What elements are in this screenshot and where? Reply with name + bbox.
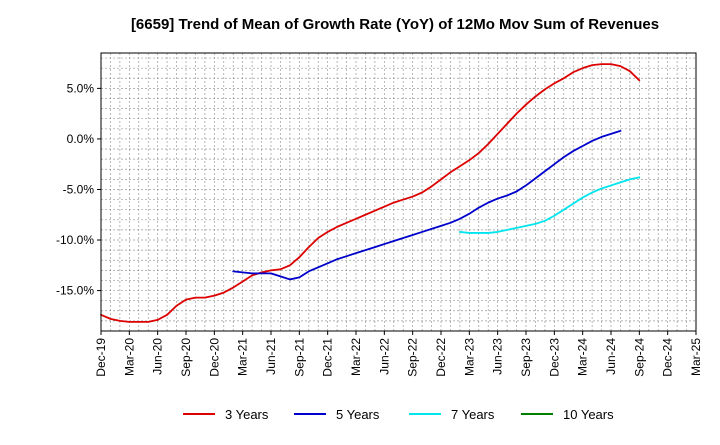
y-tick-label: 5.0% bbox=[67, 81, 95, 95]
x-tick-label: Sep-23 bbox=[519, 338, 533, 377]
x-tick-label: Mar-20 bbox=[122, 338, 136, 376]
y-tick-label: -10.0% bbox=[56, 233, 94, 247]
x-tick-label: Jun-23 bbox=[491, 338, 505, 375]
x-tick-label: Dec-20 bbox=[207, 338, 221, 377]
series-lines bbox=[100, 63, 641, 323]
x-tick-label: Mar-23 bbox=[462, 338, 476, 376]
y-axis-ticks: 5.0% 0.0% -5.0% -10.0% -15.0% bbox=[56, 81, 101, 298]
legend: 3 Years 5 Years 7 Years 10 Years bbox=[183, 407, 614, 422]
x-tick-label: Sep-21 bbox=[292, 338, 306, 377]
x-tick-label: Dec-23 bbox=[547, 338, 561, 377]
plot-area bbox=[101, 53, 696, 331]
x-tick-label: Sep-22 bbox=[406, 338, 420, 377]
x-tick-label: Jun-22 bbox=[377, 338, 391, 375]
series-line-3-years bbox=[100, 63, 641, 323]
x-tick-label: Mar-25 bbox=[689, 338, 703, 376]
x-tick-label: Mar-24 bbox=[576, 338, 590, 376]
plot-frame bbox=[100, 52, 697, 332]
series-line-7-years bbox=[458, 176, 641, 234]
x-tick-label: Mar-22 bbox=[349, 338, 363, 376]
chart-title: [6659] Trend of Mean of Growth Rate (YoY… bbox=[131, 16, 659, 33]
legend-label-3-years: 3 Years bbox=[225, 407, 269, 422]
series-line-5-years bbox=[232, 129, 622, 281]
y-tick-label: 0.0% bbox=[67, 132, 95, 146]
x-tick-label: Mar-21 bbox=[236, 338, 250, 376]
x-tick-label: Dec-19 bbox=[94, 338, 108, 377]
legend-label-7-years: 7 Years bbox=[451, 407, 495, 422]
x-tick-label: Sep-20 bbox=[179, 338, 193, 377]
x-tick-label: Jun-24 bbox=[604, 338, 618, 375]
x-axis-ticks: Dec-19 Mar-20 Jun-20 Sep-20 Dec-20 Mar-21 Jun-… bbox=[94, 331, 703, 377]
x-tick-label: Dec-24 bbox=[661, 338, 675, 377]
x-tick-label: Sep-24 bbox=[632, 338, 646, 377]
y-tick-label: -5.0% bbox=[63, 182, 95, 196]
x-tick-label: Jun-20 bbox=[151, 338, 165, 375]
legend-label-10-years: 10 Years bbox=[563, 407, 614, 422]
x-tick-label: Dec-22 bbox=[434, 338, 448, 377]
x-tick-label: Dec-21 bbox=[321, 338, 335, 377]
y-tick-label: -15.0% bbox=[56, 284, 94, 298]
legend-label-5-years: 5 Years bbox=[336, 407, 380, 422]
x-tick-label: Jun-21 bbox=[264, 338, 278, 375]
